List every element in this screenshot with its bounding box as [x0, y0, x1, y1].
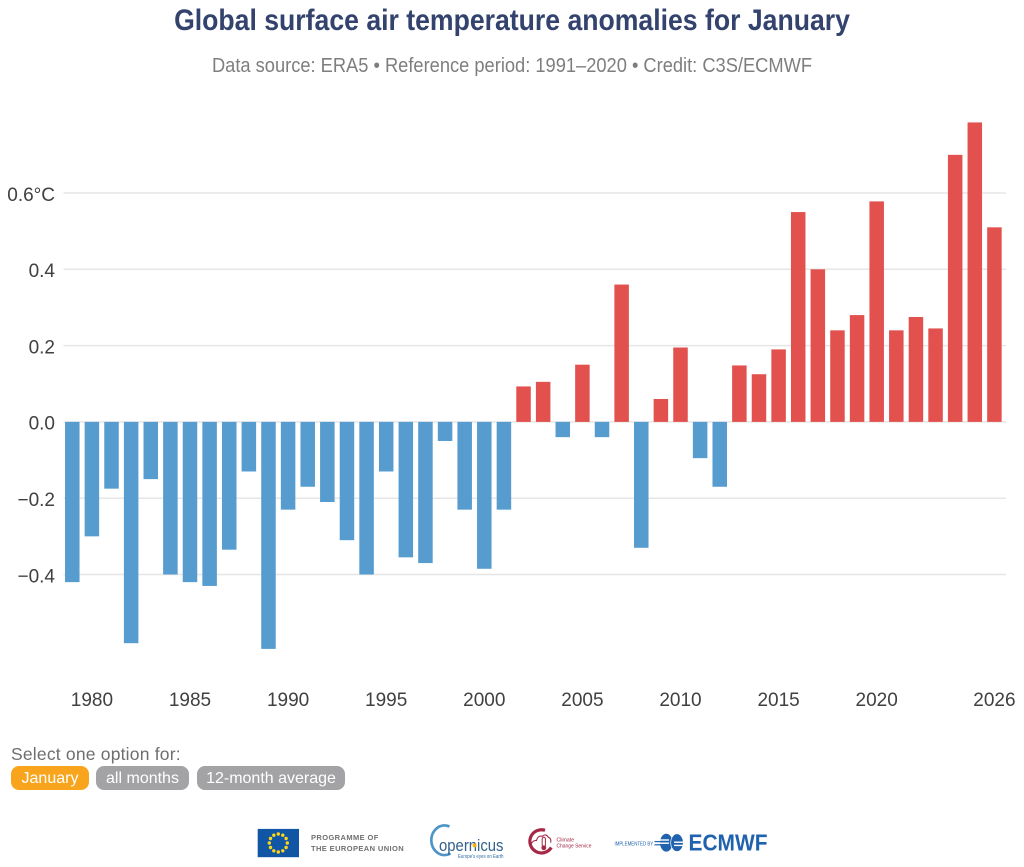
- svg-text:−0.4: −0.4: [17, 566, 55, 587]
- svg-text:Europe's eyes on Earth: Europe's eyes on Earth: [458, 854, 504, 860]
- svg-text:2015: 2015: [757, 690, 799, 711]
- svg-text:opernicus: opernicus: [439, 837, 504, 855]
- svg-text:−0.2: −0.2: [17, 490, 55, 511]
- svg-text:0.2: 0.2: [29, 337, 55, 358]
- svg-text:2020: 2020: [856, 690, 898, 711]
- svg-text:1995: 1995: [365, 690, 407, 711]
- svg-text:0.4: 0.4: [29, 261, 56, 282]
- svg-text:1980: 1980: [71, 690, 113, 711]
- svg-text:2005: 2005: [561, 690, 603, 711]
- svg-text:0.0: 0.0: [29, 414, 55, 435]
- svg-text:1990: 1990: [267, 690, 309, 711]
- svg-text:ECMWF: ECMWF: [689, 830, 768, 856]
- svg-text:Change Service: Change Service: [557, 843, 592, 849]
- svg-text:2000: 2000: [463, 690, 505, 711]
- svg-text:IMPLEMENTED BY: IMPLEMENTED BY: [615, 841, 654, 847]
- svg-text:0.6°C: 0.6°C: [7, 185, 55, 206]
- svg-text:Climate: Climate: [557, 837, 575, 843]
- svg-text:2010: 2010: [659, 690, 701, 711]
- svg-text:1985: 1985: [169, 690, 211, 711]
- svg-text:2026: 2026: [973, 690, 1015, 711]
